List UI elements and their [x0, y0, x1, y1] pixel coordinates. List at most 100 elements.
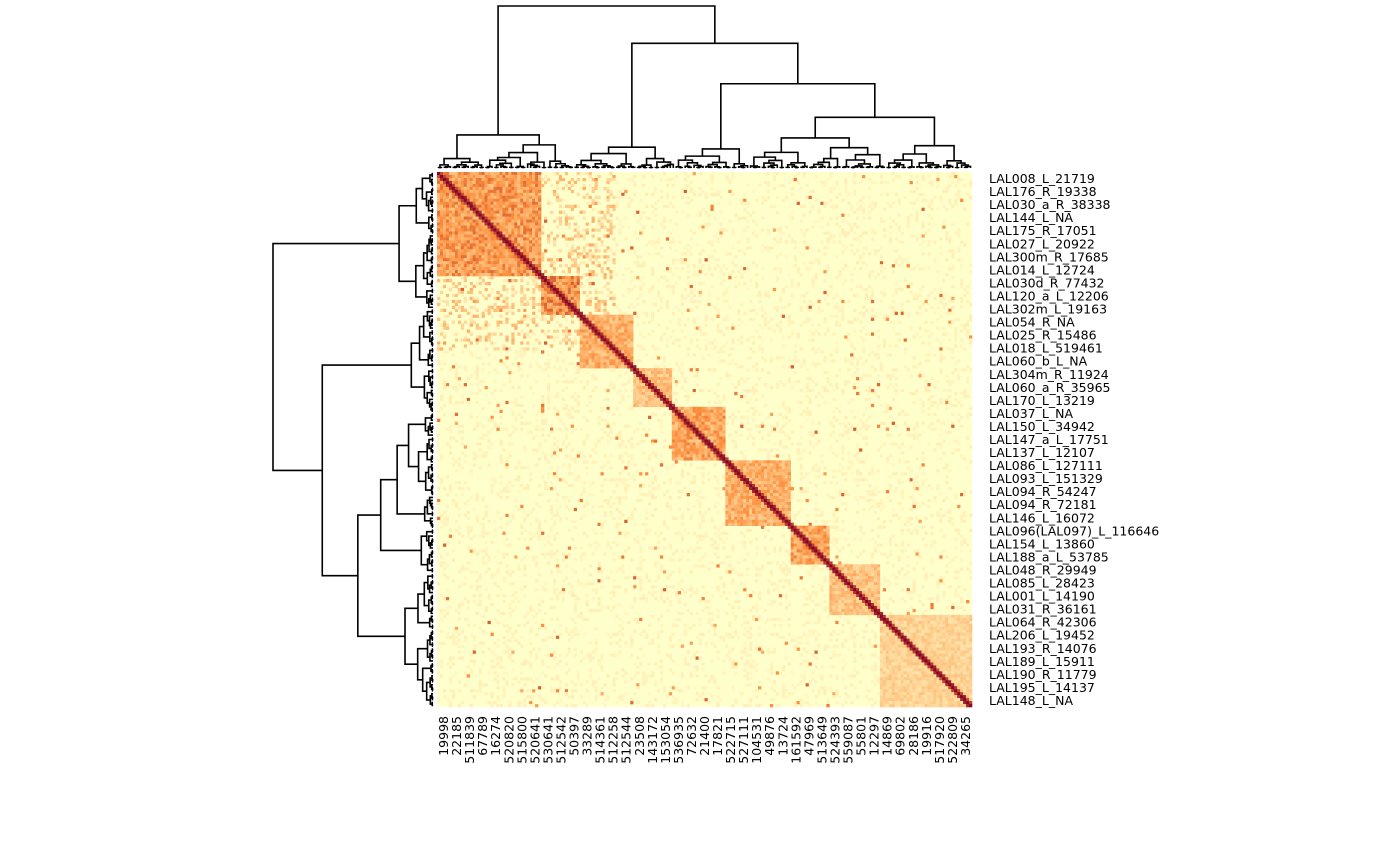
heatmap-cell [743, 380, 747, 384]
heatmap-cell [674, 281, 679, 286]
heatmap-cell [927, 353, 931, 357]
heatmap-cell [639, 255, 643, 259]
heatmap-cell [885, 406, 890, 411]
heatmap-cell [576, 302, 580, 307]
heatmap-cell [951, 252, 955, 256]
heatmap-cell [933, 296, 937, 301]
heatmap-cell [951, 311, 955, 315]
heatmap-cell [475, 267, 479, 271]
heatmap-cell [894, 222, 898, 226]
heatmap-cell [546, 287, 551, 292]
heatmap-cell [612, 204, 616, 208]
heatmap-cell [597, 299, 601, 304]
heatmap-cell [823, 332, 827, 336]
heatmap-cell [445, 264, 450, 268]
heatmap-cell [775, 228, 780, 232]
heatmap-cell [460, 198, 465, 203]
heatmap-cell [704, 409, 708, 414]
heatmap-cell [520, 273, 524, 277]
heatmap-cell [746, 356, 750, 360]
heatmap-cell [439, 252, 444, 256]
heatmap-cell [496, 210, 500, 214]
heatmap-cell [939, 359, 943, 363]
heatmap-cell [618, 365, 622, 369]
heatmap-cell [862, 311, 866, 315]
heatmap-cell [781, 172, 786, 176]
heatmap-cell [814, 430, 818, 434]
heatmap-cell [621, 359, 625, 363]
heatmap-cell [683, 424, 687, 428]
heatmap-cell [523, 421, 527, 425]
heatmap-cell [918, 192, 922, 197]
heatmap-cell [680, 267, 684, 271]
heatmap-cell [740, 394, 744, 399]
heatmap-cell [674, 424, 679, 428]
heatmap-cell [659, 255, 664, 259]
heatmap-cell [862, 287, 866, 292]
heatmap-cell [552, 296, 557, 301]
heatmap-cell [520, 213, 524, 217]
heatmap-cell [520, 249, 524, 253]
heatmap-cell [752, 350, 756, 354]
heatmap-cell [451, 293, 456, 298]
heatmap-cell [760, 228, 765, 232]
heatmap-cell [835, 406, 839, 411]
heatmap-cell [573, 296, 577, 301]
heatmap-cell [538, 287, 542, 292]
heatmap-cell [659, 368, 664, 372]
heatmap-cell [781, 415, 786, 419]
heatmap-cell [541, 397, 545, 402]
heatmap-cell [945, 397, 949, 402]
heatmap-cell [707, 302, 711, 307]
heatmap-cell [891, 320, 896, 324]
heatmap-cell [523, 204, 527, 208]
heatmap-cell [448, 180, 453, 185]
heatmap-cell [499, 237, 503, 241]
heatmap-cell [546, 284, 551, 289]
heatmap-cell [642, 228, 646, 232]
heatmap-cell [740, 216, 744, 220]
heatmap-cell [865, 359, 869, 363]
heatmap-cell [740, 249, 744, 253]
heatmap-cell [567, 409, 572, 414]
heatmap-cell [454, 237, 459, 241]
heatmap-cell [778, 231, 783, 235]
heatmap-cell [927, 383, 931, 387]
heatmap-cell [960, 279, 964, 283]
heatmap-cell [954, 391, 958, 396]
heatmap-cell [924, 320, 928, 324]
heatmap-cell [686, 418, 690, 422]
heatmap-cell [844, 359, 848, 363]
heatmap-cell [799, 204, 803, 208]
heatmap-cell [439, 198, 444, 203]
heatmap-cell [651, 225, 655, 229]
heatmap-cell [508, 267, 512, 271]
heatmap-cell [532, 172, 536, 176]
heatmap-cell [894, 332, 898, 336]
heatmap-cell [517, 228, 521, 232]
heatmap-cell [588, 338, 592, 342]
heatmap-cell [475, 383, 479, 387]
heatmap-cell [698, 430, 702, 434]
heatmap-cell [841, 243, 845, 247]
heatmap-cell [546, 311, 551, 315]
heatmap-cell [555, 195, 560, 200]
heatmap-cell [588, 359, 592, 363]
heatmap-cell [564, 204, 569, 208]
heatmap-cell [564, 183, 569, 188]
heatmap-cell [921, 284, 925, 289]
heatmap-cell [677, 338, 682, 342]
heatmap-cell [808, 338, 812, 342]
heatmap-cell [862, 305, 866, 310]
heatmap-cell [466, 237, 470, 241]
heatmap-cell [511, 386, 515, 390]
heatmap-cell [933, 353, 937, 357]
heatmap-cell [692, 415, 696, 419]
heatmap-cell [466, 225, 470, 229]
heatmap-cell [478, 213, 482, 217]
heatmap-cell [829, 172, 833, 176]
heatmap-cell [960, 344, 964, 348]
heatmap-cell [445, 195, 450, 200]
heatmap-cell [448, 228, 453, 232]
heatmap-cell [651, 388, 655, 393]
